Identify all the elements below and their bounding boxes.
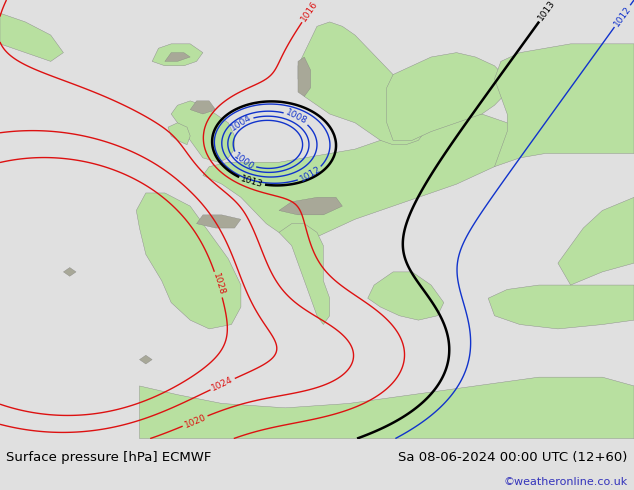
Polygon shape xyxy=(197,215,241,228)
Text: Surface pressure [hPa] ECMWF: Surface pressure [hPa] ECMWF xyxy=(6,451,212,465)
Polygon shape xyxy=(139,377,634,439)
Polygon shape xyxy=(298,57,311,97)
Polygon shape xyxy=(0,13,63,61)
Text: 1012: 1012 xyxy=(612,4,633,28)
Text: 1028: 1028 xyxy=(211,272,226,297)
Text: 1000: 1000 xyxy=(232,151,256,172)
Polygon shape xyxy=(387,52,507,140)
Text: 1013: 1013 xyxy=(240,174,264,190)
Text: 1012: 1012 xyxy=(298,165,322,184)
Polygon shape xyxy=(558,197,634,285)
Polygon shape xyxy=(495,44,634,167)
Polygon shape xyxy=(136,193,241,329)
Text: 1016: 1016 xyxy=(299,0,320,23)
Polygon shape xyxy=(139,355,152,364)
Polygon shape xyxy=(279,223,330,324)
Text: Sa 08-06-2024 00:00 UTC (12+60): Sa 08-06-2024 00:00 UTC (12+60) xyxy=(398,451,628,465)
Text: 1024: 1024 xyxy=(210,375,235,393)
Polygon shape xyxy=(279,197,342,215)
Polygon shape xyxy=(152,44,203,66)
Text: 1020: 1020 xyxy=(183,413,207,430)
Polygon shape xyxy=(190,101,216,114)
Polygon shape xyxy=(298,22,425,145)
Text: 1013: 1013 xyxy=(536,0,557,23)
Polygon shape xyxy=(488,285,634,329)
Polygon shape xyxy=(165,52,190,61)
Polygon shape xyxy=(171,101,235,162)
Polygon shape xyxy=(168,123,190,145)
Polygon shape xyxy=(203,114,520,237)
Text: 1004: 1004 xyxy=(229,113,253,133)
Polygon shape xyxy=(368,272,444,320)
Text: ©weatheronline.co.uk: ©weatheronline.co.uk xyxy=(503,477,628,488)
Polygon shape xyxy=(63,268,76,276)
Text: 1008: 1008 xyxy=(284,108,309,126)
